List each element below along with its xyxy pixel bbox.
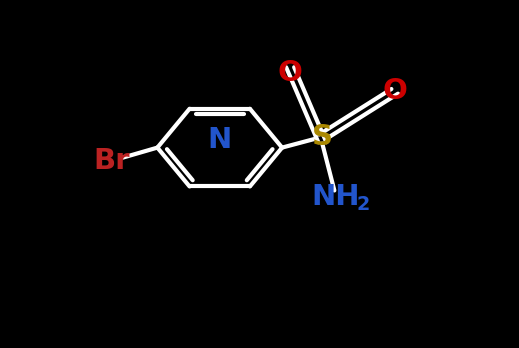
Text: 2: 2 <box>357 195 370 214</box>
Text: O: O <box>278 58 303 87</box>
Text: N: N <box>208 126 232 153</box>
Text: Br: Br <box>93 147 129 175</box>
Text: O: O <box>383 77 407 105</box>
Text: NH: NH <box>311 183 360 211</box>
Text: S: S <box>312 123 333 151</box>
